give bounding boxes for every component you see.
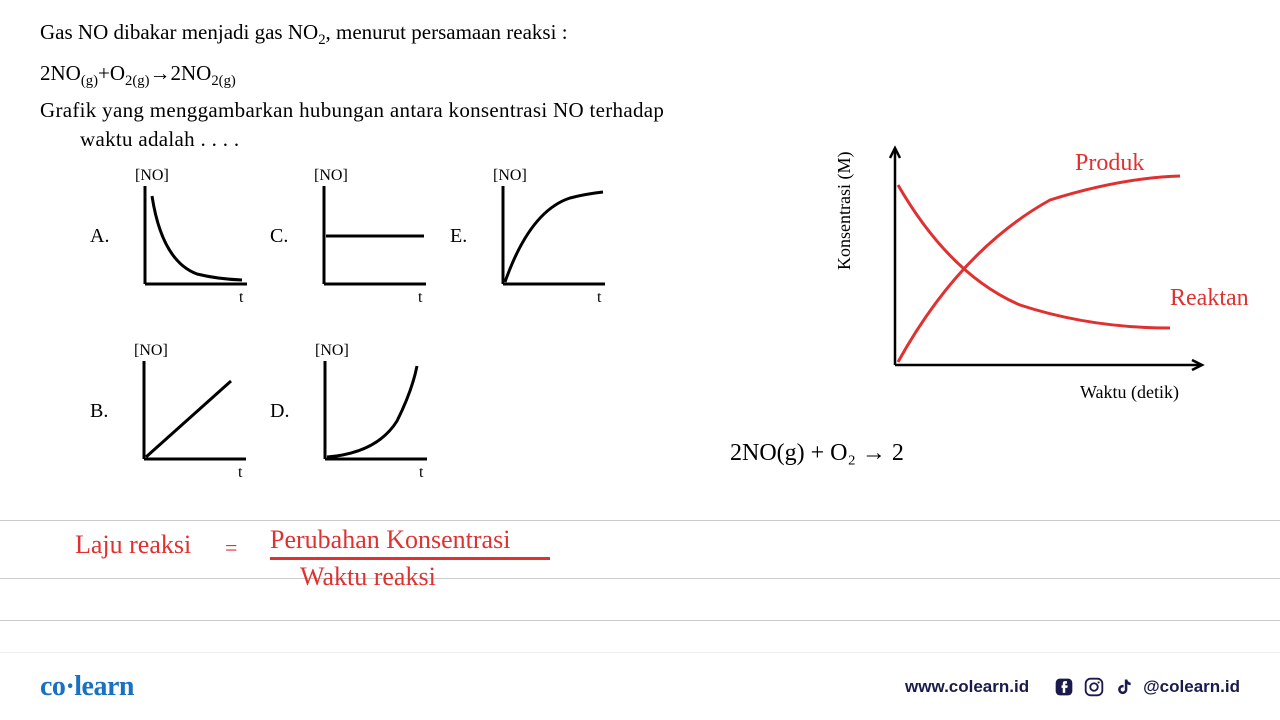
formula-left: Laju reaksi	[75, 530, 191, 560]
svg-text:t: t	[238, 464, 243, 481]
svg-text:[NO]: [NO]	[315, 342, 349, 359]
svg-text:[NO]: [NO]	[493, 167, 527, 184]
facebook-icon	[1053, 676, 1075, 698]
question-line-2: Grafik yang menggambarkan hubungan antar…	[40, 98, 1240, 123]
formula-denominator: Waktu reaksi	[300, 562, 580, 592]
option-d-graph: [NO] t	[297, 341, 437, 481]
option-a: A. [NO] t	[90, 166, 257, 306]
ruled-line-3	[0, 620, 1280, 621]
option-c-graph: [NO] t	[296, 166, 436, 306]
social-icons: @colearn.id	[1053, 676, 1240, 698]
big-graph-ylabel: Konsentrasi (M)	[834, 152, 855, 270]
svg-text:[NO]: [NO]	[314, 167, 348, 184]
option-e-graph: [NO] t	[475, 166, 615, 306]
ruled-line-1	[0, 520, 1280, 521]
footer: co·learn www.colearn.id @colearn.id	[0, 652, 1280, 720]
instagram-icon	[1083, 676, 1105, 698]
footer-url: www.colearn.id	[905, 677, 1029, 697]
big-graph-xlabel: Waktu (detik)	[1080, 382, 1179, 403]
svg-text:[NO]: [NO]	[134, 342, 168, 359]
ruled-line-2	[0, 578, 1280, 579]
option-b: B. [NO] t	[90, 341, 256, 481]
option-a-ylabel: [NO]	[135, 167, 169, 184]
footer-handle: @colearn.id	[1143, 677, 1240, 697]
option-d: D. [NO] t	[270, 341, 437, 481]
formula-numerator: Perubahan Konsentrasi	[270, 525, 550, 555]
option-a-graph: [NO] t	[117, 166, 257, 306]
svg-text:t: t	[597, 289, 602, 306]
option-d-label: D.	[270, 400, 289, 423]
option-a-xlabel: t	[239, 289, 244, 306]
question-line-1: Gas NO dibakar menjadi gas NO2, menurut …	[40, 20, 1240, 49]
logo: co·learn	[40, 671, 134, 703]
formula-fraction-bar	[270, 557, 550, 560]
option-c-label: C.	[270, 225, 288, 248]
option-a-label: A.	[90, 225, 109, 248]
handwritten-reaction: 2NO(g) + O₂ → 2	[730, 440, 904, 467]
tiktok-icon	[1113, 676, 1135, 698]
option-e-label: E.	[450, 225, 467, 248]
svg-text:t: t	[418, 289, 423, 306]
label-produk: Produk	[1075, 150, 1144, 177]
option-b-label: B.	[90, 400, 108, 423]
option-b-graph: [NO] t	[116, 341, 256, 481]
explanation-graph: Konsentrasi (M) Waktu (detik) Produk Rea…	[820, 140, 1250, 420]
option-c: C. [NO] t	[270, 166, 436, 306]
formula-eq: =	[225, 535, 237, 561]
option-e: E. [NO] t	[450, 166, 615, 306]
reaction-equation: 2NO(g)+O2(g)→2NO2(g)	[40, 61, 1240, 90]
svg-text:t: t	[419, 464, 424, 481]
label-reaktan: Reaktan	[1170, 285, 1249, 312]
